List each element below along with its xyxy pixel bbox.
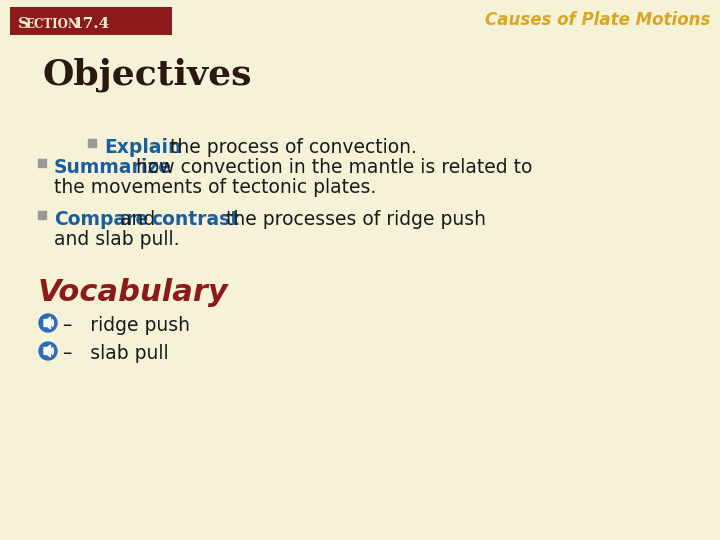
Text: Explain: Explain <box>104 138 181 157</box>
Text: ECTION: ECTION <box>25 17 78 30</box>
Bar <box>38 211 46 219</box>
Text: Causes of Plate Motions: Causes of Plate Motions <box>485 11 710 29</box>
Text: the movements of tectonic plates.: the movements of tectonic plates. <box>54 178 377 197</box>
Text: the process of convection.: the process of convection. <box>163 138 416 157</box>
Text: –   slab pull: – slab pull <box>63 344 168 363</box>
Circle shape <box>39 314 57 332</box>
Text: the processes of ridge push: the processes of ridge push <box>220 210 485 229</box>
Circle shape <box>39 342 57 360</box>
Text: Summarize: Summarize <box>54 158 172 177</box>
Text: and: and <box>114 210 161 229</box>
Bar <box>38 159 46 167</box>
Text: –   ridge push: – ridge push <box>63 316 190 335</box>
Text: how convection in the mantle is related to: how convection in the mantle is related … <box>130 158 533 177</box>
Text: Vocabulary: Vocabulary <box>38 278 229 307</box>
Polygon shape <box>44 317 50 329</box>
Bar <box>88 139 96 147</box>
Text: Objectives: Objectives <box>42 58 251 92</box>
Text: contrast: contrast <box>151 210 240 229</box>
Polygon shape <box>44 345 50 357</box>
Text: 17.4: 17.4 <box>72 17 109 31</box>
Text: Compare: Compare <box>54 210 148 229</box>
Text: and slab pull.: and slab pull. <box>54 230 179 249</box>
Text: S: S <box>18 17 29 31</box>
FancyBboxPatch shape <box>10 7 172 35</box>
